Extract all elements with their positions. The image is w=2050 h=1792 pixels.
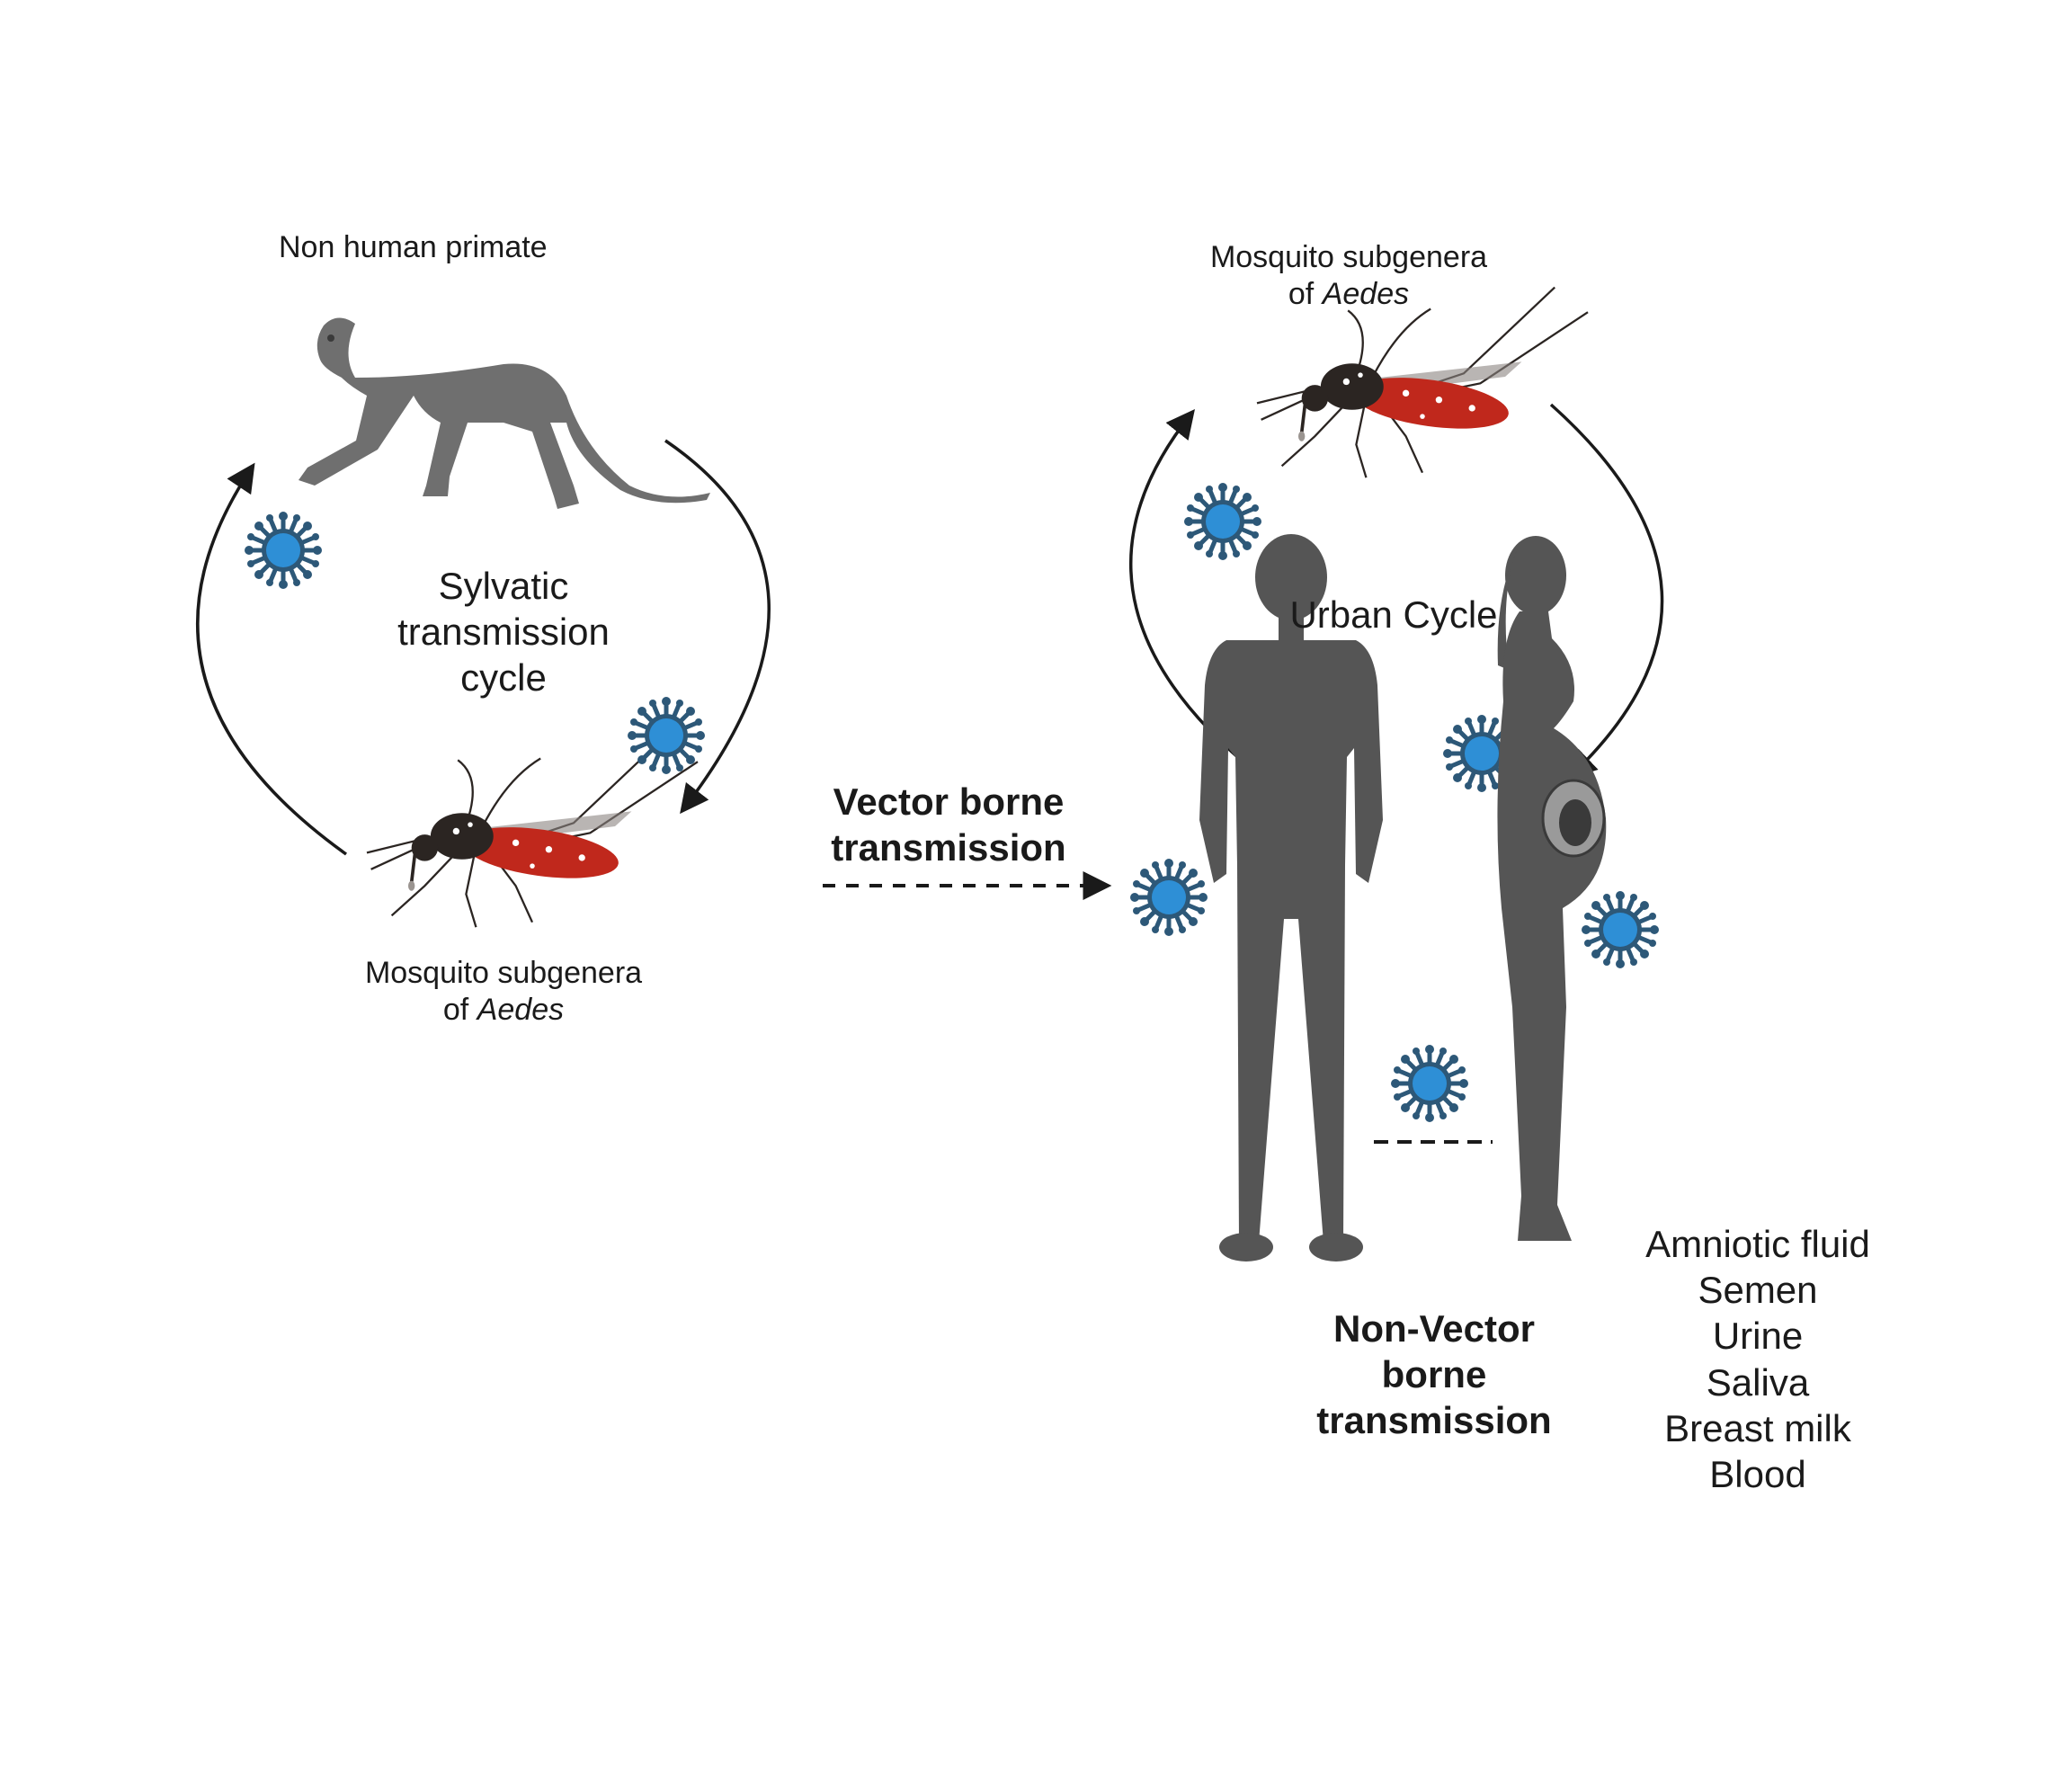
vector-borne-line: Vector borne — [833, 780, 1065, 823]
pregnant-woman-silhouette-icon — [1495, 534, 1608, 1243]
vector-borne-label: Vector borne transmission — [809, 779, 1088, 870]
body-fluid-item: Breast milk — [1664, 1406, 1851, 1449]
body-fluid-item: Urine — [1712, 1315, 1804, 1358]
non-vector-borne-label: Non-Vector borne transmission — [1308, 1306, 1560, 1444]
body-fluid-item: Semen — [1698, 1269, 1818, 1312]
virus-icon — [1184, 483, 1261, 560]
vector-borne-line: transmission — [831, 826, 1066, 869]
non-vector-line: transmission — [1316, 1399, 1552, 1442]
mosquito-label-line: Mosquito subgenera — [364, 956, 643, 990]
urban-cycle-label: Urban Cycle — [1289, 593, 1498, 636]
sylvatic-cycle-line: cycle — [460, 656, 547, 700]
mosquito-genus: Aedes — [1322, 277, 1410, 312]
mosquito-icon — [365, 735, 700, 930]
man-silhouette-icon — [1199, 534, 1383, 1262]
sylvatic-cycle-line: transmission — [397, 611, 610, 654]
primate-label: Non human primate — [279, 230, 548, 264]
mosquito-label-prefix: of — [442, 993, 477, 1028]
mosquito-label-line: Mosquito subgenera — [1209, 240, 1488, 274]
sylvatic-arrow-right — [664, 439, 771, 815]
virus-icon — [1391, 1045, 1468, 1122]
sylvatic-mosquito-label: Mosquito subgenera of Aedes — [342, 955, 665, 1030]
mosquito-icon — [1255, 285, 1590, 480]
virus-icon — [245, 512, 322, 589]
mosquito-genus: Aedes — [477, 993, 565, 1028]
virus-icon — [1130, 859, 1208, 936]
urban-arrow-right — [1549, 403, 1664, 780]
sylvatic-cycle-line: Sylvatic — [438, 565, 569, 607]
body-fluid-item: Amniotic fluid — [1645, 1223, 1870, 1265]
virus-icon — [1582, 891, 1659, 968]
mosquito-label-prefix: of — [1288, 277, 1323, 312]
non-vector-line: Non-Vector — [1332, 1307, 1536, 1350]
body-fluid-item: Blood — [1709, 1453, 1806, 1496]
body-fluids-list: Amniotic fluid Semen Urine Saliva Breast… — [1614, 1221, 1902, 1497]
non-vector-line: borne — [1381, 1353, 1487, 1396]
sylvatic-cycle-label: Sylvatic transmission cycle — [360, 563, 647, 701]
virus-icon — [628, 697, 705, 774]
urban-mosquito-label: Mosquito subgenera of Aedes — [1187, 239, 1511, 314]
body-fluid-item: Saliva — [1706, 1360, 1810, 1404]
monkey-icon — [299, 317, 710, 509]
sylvatic-arrow-left — [196, 462, 348, 856]
